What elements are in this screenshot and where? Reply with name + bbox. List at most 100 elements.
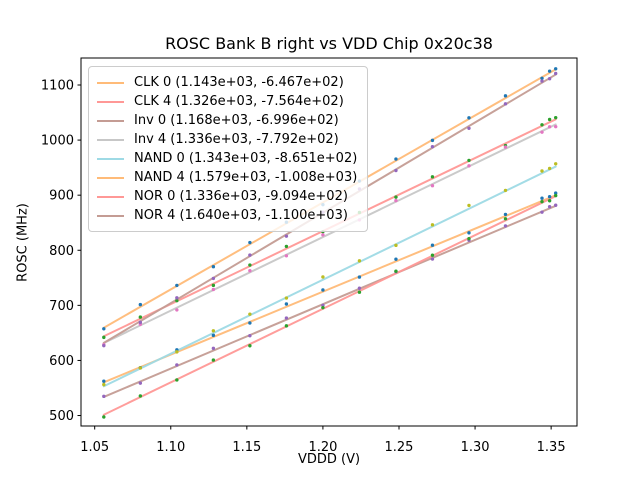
legend-item-CLK-0: CLK 0 (1.143e+03, -6.467e+02) (97, 73, 357, 92)
data-point-CLK-0 (102, 379, 106, 383)
data-point-NOR-4 (553, 71, 558, 76)
data-point-NOR-4 (102, 343, 106, 348)
data-point-NOR-0 (357, 290, 362, 294)
data-point-NAND-0 (357, 259, 362, 263)
data-point-CLK-4 (430, 175, 435, 179)
data-point-NOR-0 (321, 305, 325, 310)
legend-swatch (97, 119, 124, 122)
data-point-NOR-4 (467, 126, 471, 130)
data-point-Inv-4 (430, 184, 435, 188)
data-point-CLK-0 (553, 191, 558, 195)
data-point-NAND-0 (175, 350, 179, 354)
data-point-Inv-4 (284, 254, 289, 258)
legend-item-Inv-0: Inv 0 (1.168e+03, -6.996e+02) (97, 111, 357, 130)
x-axis-label: VDDD (V) (297, 452, 361, 467)
data-point-NOR-4 (540, 79, 544, 83)
data-point-NAND-0 (430, 223, 435, 227)
y-tick-label: 800 (49, 244, 74, 259)
data-point-NAND-4 (430, 138, 435, 143)
data-point-CLK-0 (284, 302, 289, 306)
data-point-NOR-4 (248, 253, 252, 257)
x-tick-label: 1.15 (232, 440, 261, 455)
data-point-Inv-4 (394, 198, 398, 203)
legend-label: NAND 0 (1.343e+03, -8.651e+02) (134, 151, 358, 166)
legend-label: CLK 4 (1.326e+03, -7.564e+02) (134, 94, 344, 109)
data-point-NAND-4 (248, 240, 252, 245)
x-tick-label: 1.05 (80, 440, 109, 455)
y-tick-label: 1000 (41, 134, 74, 149)
data-point-CLK-4 (138, 315, 143, 319)
fit-line-Inv-4 (102, 123, 557, 345)
legend-swatch (97, 195, 124, 198)
data-point-NOR-0 (211, 358, 216, 362)
data-point-NAND-4 (553, 67, 558, 71)
data-point-CLK-4 (547, 117, 552, 122)
data-point-NAND-4 (394, 157, 398, 161)
data-point-Inv-0 (102, 394, 106, 399)
data-point-NOR-4 (394, 168, 398, 173)
data-point-NAND-0 (553, 162, 558, 166)
data-point-Inv-0 (553, 203, 558, 207)
y-tick-label: 900 (49, 189, 74, 204)
data-point-Inv-4 (467, 164, 471, 168)
fit-line-NAND-0 (102, 165, 557, 388)
legend-item-Inv-4: Inv 4 (1.336e+03, -7.792e+02) (97, 130, 357, 149)
data-point-NAND-4 (467, 116, 471, 120)
data-point-NAND-4 (102, 327, 106, 331)
data-point-NOR-0 (553, 193, 558, 198)
y-tick-label: 600 (49, 354, 74, 369)
y-tick-label: 700 (49, 299, 74, 314)
data-point-CLK-4 (102, 335, 106, 340)
data-point-NOR-4 (547, 77, 552, 81)
axes-frame (80, 57, 578, 427)
data-point-NAND-0 (540, 169, 544, 173)
data-point-NAND-0 (138, 366, 143, 370)
fit-line-Inv-0 (102, 204, 557, 398)
data-point-NOR-0 (102, 415, 106, 419)
data-point-NAND-0 (467, 203, 471, 208)
data-point-CLK-0 (211, 333, 216, 338)
data-point-CLK-0 (430, 243, 435, 247)
legend-item-CLK-4: CLK 4 (1.326e+03, -7.564e+02) (97, 92, 357, 111)
data-point-NAND-0 (394, 243, 398, 248)
data-point-CLK-4 (211, 283, 216, 288)
data-point-NAND-0 (248, 312, 252, 316)
data-point-NAND-0 (102, 382, 106, 387)
data-point-NOR-4 (138, 320, 143, 325)
legend-item-NAND-0: NAND 0 (1.343e+03, -8.651e+02) (97, 149, 357, 168)
x-tick-label: 1.35 (537, 440, 566, 455)
chart-title: ROSC Bank B right vs VDD Chip 0x20c38 (165, 34, 493, 53)
legend-swatch (97, 100, 124, 103)
data-point-NAND-4 (138, 302, 143, 307)
x-tick-label: 1.25 (385, 440, 414, 455)
data-point-NAND-0 (321, 275, 325, 279)
data-point-Inv-0 (540, 210, 544, 214)
data-point-Inv-0 (138, 381, 143, 385)
data-point-CLK-4 (284, 244, 289, 249)
legend-item-NOR-0: NOR 0 (1.336e+03, -9.094e+02) (97, 187, 357, 206)
data-point-Inv-4 (503, 145, 508, 149)
data-point-NAND-4 (540, 76, 544, 80)
data-point-CLK-0 (321, 288, 325, 292)
data-point-NOR-0 (547, 199, 552, 203)
data-point-NOR-0 (430, 253, 435, 257)
data-point-NAND-0 (547, 166, 552, 171)
data-point-CLK-0 (540, 196, 544, 200)
legend-swatch (97, 81, 124, 84)
legend-swatch (97, 138, 124, 141)
data-point-NOR-0 (284, 324, 289, 328)
data-point-Inv-0 (211, 346, 216, 351)
data-point-NOR-0 (540, 199, 544, 204)
legend: CLK 0 (1.143e+03, -6.467e+02) CLK 4 (1.32… (88, 66, 369, 232)
data-point-CLK-0 (394, 257, 398, 261)
data-point-CLK-0 (503, 212, 508, 217)
data-point-CLK-4 (248, 263, 252, 267)
data-point-Inv-0 (357, 286, 362, 290)
data-point-CLK-0 (357, 275, 362, 279)
data-point-NAND-0 (503, 188, 508, 193)
legend-label: NOR 4 (1.640e+03, -1.100e+03) (134, 208, 348, 223)
data-point-NAND-4 (547, 69, 552, 73)
data-point-NOR-4 (503, 102, 508, 106)
